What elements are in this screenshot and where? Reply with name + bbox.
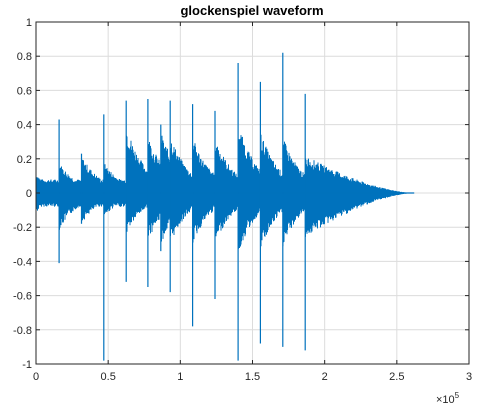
y-tick-label: 0.2: [17, 154, 32, 166]
y-tick-label: 1: [26, 17, 32, 29]
axis-ticks: [35, 21, 470, 365]
y-axis-tick-labels: 1 0.8 0.6 0.4 0.2 0 -0.2 -0.4 -0.6 -0.8 -1: [13, 17, 32, 371]
x-tick-label: 0: [33, 371, 39, 383]
x-tick-label: 1: [177, 371, 183, 383]
y-tick-label: -0.2: [13, 222, 32, 234]
x-tick-label: 1.5: [245, 371, 260, 383]
y-tick-label: 0.4: [17, 120, 32, 132]
y-tick-label: -0.4: [13, 256, 32, 268]
y-tick-label: 0.6: [17, 85, 32, 97]
y-tick-label: -0.6: [13, 291, 32, 303]
x-tick-label: 2.5: [389, 371, 404, 383]
x-tick-label: 2: [322, 371, 328, 383]
y-tick-label: -0.8: [13, 325, 32, 337]
x-axis-exponent-base: ×10: [436, 394, 455, 406]
waveform-series: [35, 52, 415, 361]
x-tick-label: 3: [466, 371, 472, 383]
x-axis-tick-labels: 0 0.5 1 1.5 2 2.5 3: [33, 371, 472, 383]
y-tick-label: 0.8: [17, 51, 32, 63]
y-tick-label: -1: [22, 359, 32, 371]
x-tick-label: 0.5: [101, 371, 116, 383]
x-axis-exponent: ×105: [436, 391, 460, 406]
chart-title: glockenspiel waveform: [180, 3, 323, 18]
x-axis-exponent-power: 5: [455, 391, 460, 400]
y-tick-label: 0: [26, 188, 32, 200]
